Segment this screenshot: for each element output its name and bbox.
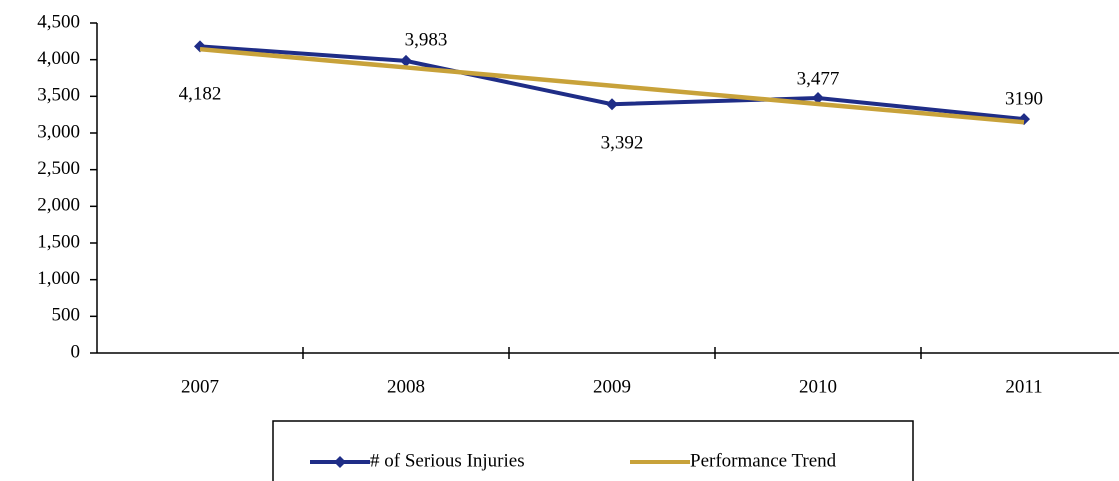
y-tick-label: 1,500	[37, 231, 80, 252]
y-tick-label: 4,500	[37, 11, 80, 32]
y-tick-label: 1,000	[37, 268, 80, 289]
data-label: 3,477	[797, 68, 840, 89]
y-tick-label: 500	[52, 305, 81, 326]
y-tick-label: 3,500	[37, 85, 80, 106]
x-tick-label: 2009	[593, 376, 631, 397]
data-label: 4,182	[179, 84, 222, 105]
point-marker	[812, 92, 824, 105]
x-tick-label: 2008	[387, 376, 425, 397]
data-label: 3,392	[601, 133, 644, 154]
y-tick-label: 3,000	[37, 121, 80, 142]
x-tick-label: 2007	[181, 376, 219, 397]
series-line	[199, 46, 1025, 125]
legend-label: # of Serious Injuries	[370, 450, 525, 471]
x-tick-label: 2011	[1005, 376, 1042, 397]
legend-label: Performance Trend	[690, 450, 837, 471]
legend-marker	[334, 456, 346, 468]
y-tick-label: 2,000	[37, 195, 80, 216]
legend-box	[272, 420, 914, 481]
point-marker	[606, 98, 618, 111]
x-tick-label: 2010	[799, 376, 837, 397]
data-label: 3,983	[405, 29, 448, 50]
y-tick-label: 0	[71, 341, 81, 362]
y-tick-label: 4,000	[37, 48, 80, 69]
point-marker	[400, 54, 412, 67]
y-tick-label: 2,500	[37, 158, 80, 179]
data-label: 3190	[1005, 88, 1043, 109]
